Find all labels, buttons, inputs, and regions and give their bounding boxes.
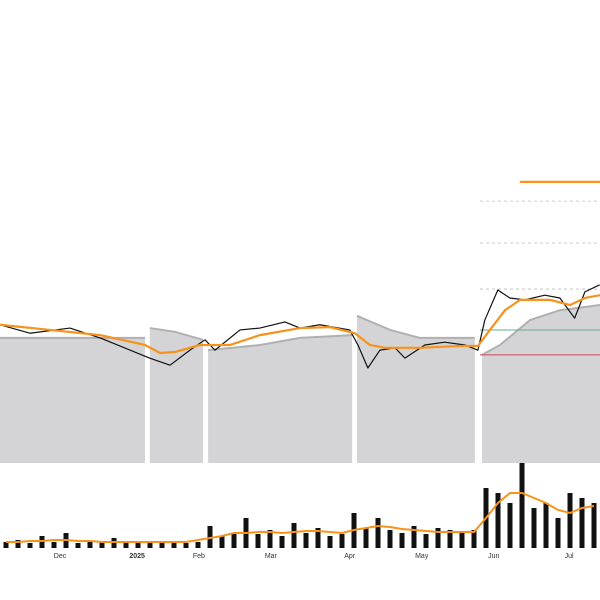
band-edge: [481, 304, 600, 356]
volume-bar: [375, 518, 381, 548]
volume-bar: [399, 533, 405, 548]
volume-bar: [15, 540, 21, 548]
x-tick-label: May: [415, 553, 429, 560]
x-tick-label: Jun: [488, 553, 499, 560]
volume-bar: [543, 503, 549, 548]
volume-bar: [363, 528, 369, 548]
volume-bar: [591, 503, 597, 548]
band-area: [208, 335, 353, 463]
volume-bar: [27, 543, 33, 548]
price-line: [0, 294, 600, 355]
volume-bar: [135, 542, 141, 548]
x-tick-label: Dec: [54, 553, 67, 560]
volume-bar: [567, 493, 573, 548]
band-area: [356, 315, 475, 463]
volume-bar: [435, 528, 441, 548]
x-tick-label: 2025: [129, 553, 145, 560]
volume-bar: [75, 543, 81, 548]
volume-bar: [231, 533, 237, 548]
volume-bar: [387, 530, 393, 548]
volume-bar: [219, 536, 225, 548]
band-edge: [149, 327, 204, 341]
band-area: [482, 305, 600, 463]
volume-bar: [411, 526, 417, 548]
volume-bar: [447, 530, 453, 548]
volume-bar: [171, 542, 177, 548]
volume-bar: [3, 542, 9, 548]
volume-bar: [423, 534, 429, 548]
volume-bar: [327, 536, 333, 548]
volume-bar: [147, 541, 153, 548]
volume-bar: [315, 528, 321, 548]
x-tick-label: Mar: [265, 553, 278, 560]
volume-bar: [507, 503, 513, 548]
volume-bar: [555, 518, 561, 548]
volume-bar: [51, 542, 57, 548]
x-tick-label: Apr: [344, 553, 356, 560]
volume-bar: [159, 543, 165, 548]
volume-bar: [531, 508, 537, 548]
volume-bar: [291, 523, 297, 548]
volume-bar: [183, 543, 189, 548]
volume-bar: [519, 463, 525, 548]
volume-bar: [195, 542, 201, 548]
volume-bar: [339, 534, 345, 548]
volume-bar: [579, 498, 585, 548]
band-area: [149, 328, 203, 463]
volume-bar: [495, 493, 501, 548]
volume-bar: [99, 542, 105, 548]
volume-ma: [6, 492, 595, 543]
band-edge: [356, 314, 475, 339]
volume-bar: [255, 534, 261, 548]
x-tick-label: Jul: [565, 553, 574, 560]
x-tick-label: Feb: [193, 553, 205, 560]
volume-bar: [87, 541, 93, 548]
band-edge: [208, 334, 353, 352]
volume-bar: [279, 536, 285, 548]
volume-bar: [123, 543, 129, 548]
volume-bar: [459, 533, 465, 548]
volume-bar: [267, 530, 273, 548]
volume-bar: [303, 533, 309, 548]
band-area: [0, 337, 146, 463]
volume-bar: [471, 530, 477, 548]
